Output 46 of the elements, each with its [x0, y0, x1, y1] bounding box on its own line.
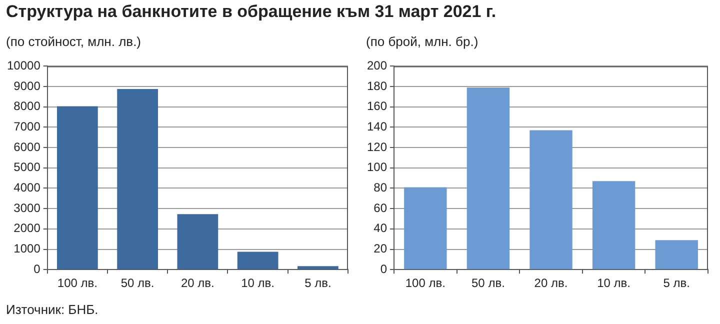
- y-tick-label: 200: [366, 58, 388, 73]
- bar: [404, 187, 447, 270]
- bar: [56, 106, 98, 270]
- x-tick-label: 5 лв.: [304, 276, 332, 290]
- bar: [530, 130, 572, 270]
- y-tick-label: 10000: [6, 58, 41, 73]
- y-tick-label: 9000: [14, 78, 41, 93]
- bar: [117, 88, 158, 270]
- y-tick-label: 180: [366, 78, 388, 93]
- chart-subtitle: (по брой, млн. бр.): [366, 34, 478, 49]
- y-tick-label: 0: [380, 262, 388, 276]
- y-tick-label: 2000: [14, 221, 41, 236]
- y-tick-label: 20: [374, 242, 388, 256]
- bar: [592, 181, 636, 270]
- x-tick-label: 50 лв.: [472, 276, 505, 290]
- bar: [655, 240, 698, 270]
- y-tick-label: 0: [34, 262, 41, 276]
- chart-title: Структура на банкнотите в обращение към 31 март 2021 г.: [6, 2, 496, 22]
- x-tick-label: 50 лв.: [120, 276, 154, 290]
- text: Източник: БНБ.: [6, 302, 98, 317]
- x-tick-label: 5 лв.: [663, 276, 690, 290]
- chart-subtitle: (по стойност, млн. лв.): [6, 34, 142, 49]
- y-tick-label: 140: [366, 120, 388, 134]
- x-tick-label: 20 лв.: [534, 276, 568, 290]
- bar: [177, 214, 218, 270]
- x-tick-label: 10 лв.: [241, 276, 275, 290]
- bar: [237, 252, 278, 270]
- y-tick-label: 6000: [14, 140, 41, 154]
- y-tick-label: 160: [366, 99, 388, 114]
- y-tick-label: 100: [366, 160, 388, 174]
- y-tick-label: 5000: [14, 160, 41, 174]
- x-tick-label: 100 лв.: [57, 276, 98, 290]
- y-tick-label: 40: [374, 221, 388, 236]
- y-tick-label: 120: [366, 140, 388, 154]
- bar: [297, 266, 338, 270]
- y-tick-label: 1000: [14, 242, 41, 256]
- y-tick-label: 7000: [14, 120, 41, 134]
- x-tick-label: 100 лв.: [405, 276, 446, 290]
- y-tick-label: 4000: [14, 180, 41, 195]
- y-tick-label: 3000: [14, 200, 41, 215]
- y-tick-label: 60: [374, 200, 388, 215]
- y-tick-label: 80: [374, 180, 388, 195]
- x-tick-label: 10 лв.: [597, 276, 631, 290]
- bar: [466, 88, 510, 270]
- x-tick-label: 20 лв.: [180, 276, 214, 290]
- y-tick-label: 8000: [14, 99, 41, 114]
